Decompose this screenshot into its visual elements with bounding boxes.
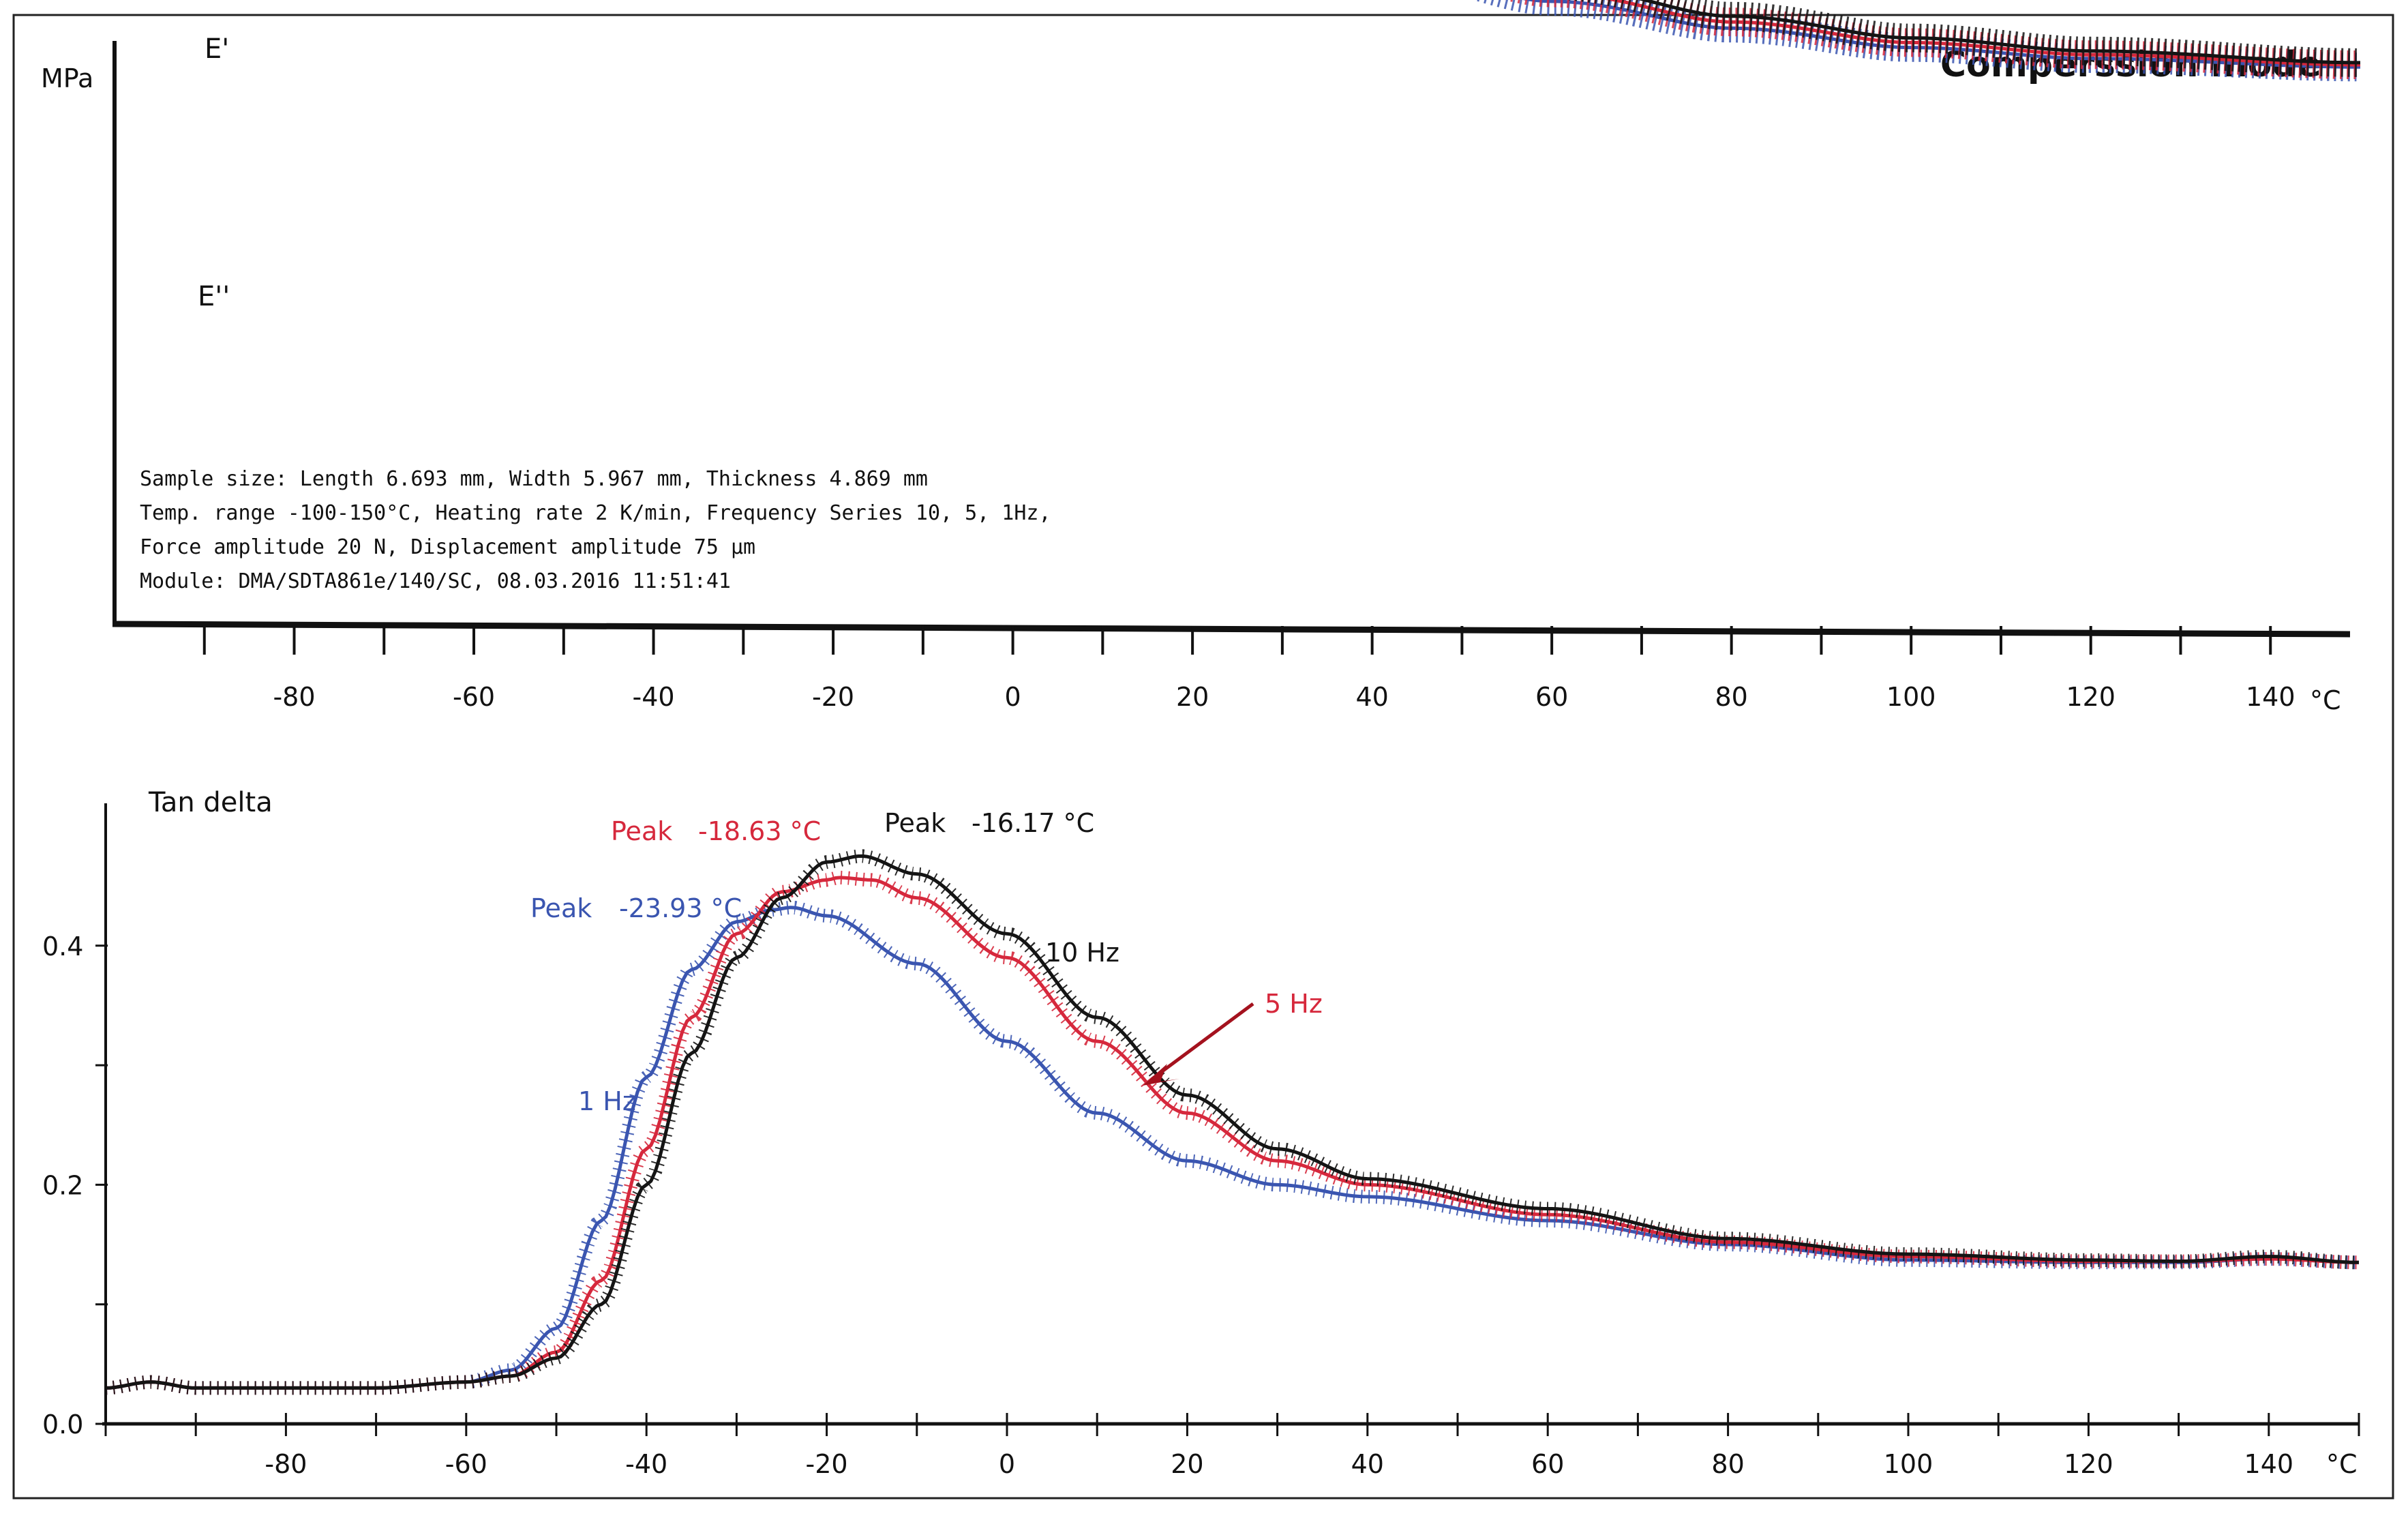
tan-delta-y-tick-label: 0.4 (42, 932, 83, 962)
modulus-y-tick-label: 10^1 (26, 0, 97, 1)
modulus-x-tick-label: -40 (633, 682, 675, 712)
tan-delta-x-tick-label: 140 (2244, 1449, 2294, 1479)
peak-value: -16.17 °C (972, 808, 1094, 838)
tan-delta-x-tick-label: 120 (2064, 1449, 2113, 1479)
modulus-x-tick-label: 0 (1005, 682, 1021, 712)
arrow-5hz-head (1143, 1064, 1179, 1086)
loss-modulus-black-curve-core (1638, 0, 2360, 65)
annotation-line-2: Temp. range -100-150°C, Heating rate 2 K… (140, 501, 1051, 525)
storage-modulus-label: E' (205, 33, 229, 65)
modulus-x-axis-line (112, 621, 2351, 638)
tan-delta-x-tick-label: 100 (1884, 1449, 1933, 1479)
tan-delta-y-tick-label: 0.0 (42, 1410, 83, 1440)
modulus-x-tick-label: 140 (2246, 682, 2296, 712)
annotation-line-1: Sample size: Length 6.693 mm, Width 5.96… (140, 467, 928, 491)
peak-label: Peak (884, 808, 946, 838)
tan-delta-x-tick-label: -20 (806, 1449, 848, 1479)
tan-delta-x-tick-label: -80 (265, 1449, 307, 1479)
series-label-5hz: 5 Hz (1265, 989, 1323, 1019)
tan-delta-x-tick-label: 40 (1351, 1449, 1384, 1479)
modulus-x-tick-label: 80 (1715, 682, 1748, 712)
peak-value: -18.63 °C (698, 816, 821, 846)
modulus-x-tick-label: -60 (453, 682, 495, 712)
loss-modulus-label: E'' (198, 281, 230, 312)
tan-delta-chart: -80 -60 -40 -20 0 20 40 60 80 100 120 140 0.4 0.2 0.0… (42, 787, 2360, 1479)
modulus-x-tick-label: 60 (1535, 682, 1568, 712)
modulus-x-tick-label: -80 (273, 682, 315, 712)
modulus-y-unit-label: MPa (41, 63, 93, 93)
tan-delta-x-tick-label: 80 (1711, 1449, 1744, 1479)
tan-delta-x-tick-label: -40 (625, 1449, 667, 1479)
peak-value: -23.93 °C (619, 893, 742, 923)
tan-delta-x-tick-label: 20 (1171, 1449, 1203, 1479)
loss-modulus-red-curve-core (1606, 0, 2360, 67)
arrow-5hz-shaft (1151, 1002, 1254, 1081)
modulus-x-tick-label: 120 (2066, 682, 2116, 712)
series-label-1hz: 1 Hz (578, 1086, 636, 1116)
modulus-chart: -80 -60 -40 -20 0 20 40 60 80 100 120 140 10^310^21… (26, 0, 2361, 715)
tan-delta-10hz-curve-core (105, 854, 2359, 1390)
peak-label: Peak (611, 816, 672, 846)
peak-annotation-1hz: Peak -23.93 °C (530, 893, 742, 923)
tan-delta-x-tick-label: 0 (999, 1449, 1015, 1479)
modulus-x-ticks: -80 -60 -40 -20 0 20 40 60 80 100 120 140 (202, 626, 2296, 712)
peak-annotation-5hz: Peak -18.63 °C (611, 816, 821, 846)
modulus-x-tick-label: 100 (1886, 682, 1936, 712)
measurement-annotation: Sample size: Length 6.693 mm, Width 5.96… (140, 467, 1051, 593)
tan-delta-x-tick-label: -60 (445, 1449, 487, 1479)
peak-label: Peak (530, 893, 592, 923)
modulus-x-tick-label: -20 (812, 682, 854, 712)
tan-delta-y-label: Tan delta (148, 787, 273, 818)
annotation-line-3: Force amplitude 20 N, Displacement ampli… (140, 535, 755, 559)
tan-delta-y-ticks: 0.4 0.2 0.0 (42, 932, 108, 1440)
tan-delta-x-ticks: -80 -60 -40 -20 0 20 40 60 80 100 120 140 (104, 1413, 2360, 1479)
modulus-y-ticks: 10^310^210^1 (26, 0, 97, 1)
tan-delta-x-unit-label: °C (2326, 1449, 2358, 1479)
peak-annotation-10hz: Peak -16.17 °C (884, 808, 1094, 838)
modulus-curves (1473, 0, 2361, 82)
modulus-x-unit-label: °C (2310, 685, 2341, 715)
modulus-x-tick-label: 40 (1355, 682, 1388, 712)
modulus-x-tick-label: 20 (1176, 682, 1209, 712)
annotation-line-4: Module: DMA/SDTA861e/140/SC, 08.03.2016 … (140, 569, 731, 593)
tan-delta-curves (105, 849, 2359, 1395)
tan-delta-y-tick-label: 0.2 (42, 1170, 83, 1200)
tan-delta-x-tick-label: 60 (1531, 1449, 1564, 1479)
series-label-10hz: 10 Hz (1045, 938, 1119, 968)
figure-frame (12, 14, 2394, 1500)
